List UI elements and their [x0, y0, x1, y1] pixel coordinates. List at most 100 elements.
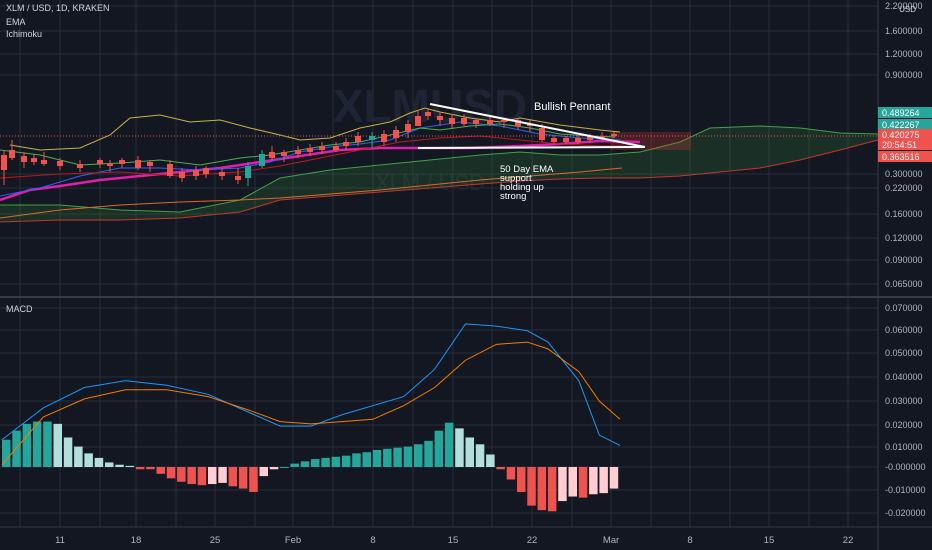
price-tick-11: 0.160000: [885, 209, 923, 219]
candle-body-31: [405, 124, 411, 132]
macd-histogram-bar-20: [208, 467, 217, 485]
macd-histogram-bar-46: [475, 444, 485, 467]
macd-tick-0: 0.070000: [885, 303, 923, 313]
candle-body-30: [393, 130, 399, 138]
candle-body-45: [575, 138, 581, 142]
support-annotation-0: 50 Day EMA: [500, 164, 554, 175]
macd-histogram-bar-4: [43, 421, 52, 467]
time-tick-9: 15: [764, 535, 775, 546]
macd-histogram-bar-23: [238, 467, 248, 489]
price-tick-0: 2.200000: [885, 1, 923, 11]
pennant-top-line: [429, 103, 646, 148]
symbol-header[interactable]: XLM / USD, 1D, KRAKEN: [6, 3, 110, 13]
candle-body-46: [587, 136, 593, 140]
candle-body-40: [515, 120, 521, 126]
macd-histogram-bar-53: [547, 467, 557, 512]
time-tick-8: 8: [687, 535, 692, 546]
candle-body-0: [1, 155, 7, 170]
ema-legend[interactable]: EMA: [6, 17, 26, 27]
macd-series-0: [1, 323, 621, 446]
candle-body-38: [487, 120, 493, 124]
candle-body-27: [355, 136, 361, 142]
macd-tick-4: 0.030000: [885, 396, 923, 406]
macd-histogram-bar-44: [455, 428, 464, 467]
time-tick-1: 18: [131, 535, 142, 546]
macd-histogram-bar-31: [321, 457, 330, 467]
macd-histogram-bar-57: [589, 467, 598, 495]
macd-histogram-bar-41: [424, 440, 433, 467]
macd-histogram-bar-36: [372, 449, 382, 467]
candle-body-33: [425, 112, 431, 116]
macd-histogram-bar-52: [537, 467, 547, 511]
price-tick-13: 0.090000: [885, 255, 923, 265]
candle-body-18: [245, 166, 251, 178]
time-tick-3: Feb: [285, 535, 301, 546]
macd-histogram-bar-12: [125, 465, 135, 467]
symbol-watermark: XLMUSD XLM / USD: [333, 80, 527, 195]
watermark-main: XLMUSD: [333, 80, 527, 132]
macd-histogram-bar-37: [383, 448, 392, 467]
macd-histogram-bar-56: [578, 467, 588, 498]
ema-line: [0, 139, 641, 202]
macd-histogram-bar-18: [187, 467, 196, 485]
price-tick-3: 0.900000: [885, 70, 923, 80]
macd-histogram-bar-15: [156, 467, 165, 474]
macd-tick-3: 0.040000: [885, 372, 923, 382]
support-annotation-1: support: [500, 173, 532, 184]
candle-body-47: [599, 136, 605, 138]
time-tick-10: 22: [843, 535, 854, 546]
macd-legend[interactable]: MACD: [6, 304, 33, 314]
macd-histogram-bar-0: [2, 439, 11, 467]
long-ema-line: [0, 167, 623, 219]
price-label-bg-3: [878, 139, 932, 150]
price-tick-10: 0.220000: [885, 183, 923, 193]
candle-body-7: [97, 160, 103, 164]
price-label-bg-1: [878, 119, 932, 130]
macd-histogram-bar-58: [599, 467, 608, 494]
time-tick-5: 15: [448, 535, 459, 546]
macd-histogram-bar-54: [558, 467, 567, 502]
macd-histogram-bar-19: [197, 467, 207, 486]
candle-body-42: [539, 128, 545, 140]
macd-histogram-bar-48: [496, 467, 505, 470]
macd-histogram-bar-49: [506, 467, 516, 480]
candle-body-10: [135, 160, 141, 168]
tenkan-line: [0, 121, 621, 197]
macd-histogram-bar-32: [331, 456, 341, 467]
macd-histogram-bar-5: [53, 423, 62, 467]
macd-histogram-bar-10: [105, 462, 114, 467]
macd-histogram-bar-26: [269, 467, 279, 470]
price-label-bg-4: [878, 151, 932, 162]
macd-histogram-bar-21: [218, 467, 227, 483]
price-label-3: 20:54:51: [882, 140, 917, 150]
support-annotation-2: holding up: [500, 182, 544, 193]
macd-histogram-bar-38: [393, 447, 402, 467]
macd-tick-9: -0.020000: [885, 508, 926, 518]
macd-histogram-bar-8: [84, 453, 93, 467]
price-axis[interactable]: 2.200000 1.600000 1.200000 0.900000 0.300000…: [878, 1, 932, 518]
ichimoku-legend[interactable]: Ichimoku: [6, 29, 43, 39]
candle-body-21: [281, 152, 287, 156]
price-label-0: 0.489264: [882, 108, 920, 118]
candle-body-5: [57, 161, 63, 166]
macd-histogram-bar-39: [403, 446, 413, 467]
time-tick-6: 22: [527, 535, 538, 546]
macd-histogram-bar-29: [300, 461, 310, 467]
candle-body-32: [415, 116, 421, 126]
candle-body-44: [563, 138, 569, 142]
macd-histogram-bar-11: [115, 464, 124, 467]
macd-tick-2: 0.050000: [885, 348, 923, 358]
macd-histogram-bar-42: [434, 430, 444, 467]
candle-body-37: [473, 120, 479, 124]
macd-histogram-bar-47: [486, 454, 495, 467]
price-tick-12: 0.120000: [885, 233, 923, 243]
macd-histogram-bar-7: [74, 446, 83, 467]
candle-body-16: [219, 172, 225, 176]
macd-histogram-bar-25: [259, 467, 268, 477]
price-tick-9: 0.300000: [885, 169, 923, 179]
time-axis[interactable]: 11 18 25 Feb 8 15 22 Mar 8 15 22: [55, 535, 853, 546]
macd-histogram-bar-59: [609, 467, 619, 489]
candle-body-36: [461, 118, 467, 124]
